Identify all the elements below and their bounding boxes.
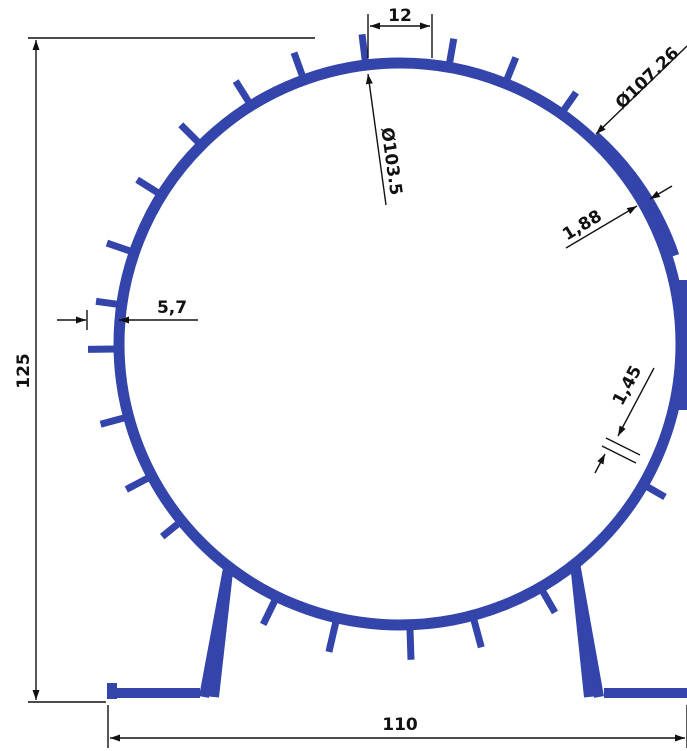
cooling-fin [178,122,201,145]
cooling-fin [135,176,161,196]
width-label: 110 [382,715,418,735]
cooling-fin [560,90,579,113]
cooling-fin [99,414,126,428]
dimension-outer-diameter: Ø107.26 [595,43,687,135]
cooling-fin [290,51,306,78]
dimension-width: 110 [107,705,687,748]
cooling-fin [358,33,369,62]
cooling-fin [645,483,667,501]
extrusion-profile [87,33,687,699]
cooling-fin [325,621,340,653]
top-flat-label: 12 [388,6,412,26]
cooling-fin [539,589,559,615]
dimension-top-flat: 12 [367,6,433,58]
wall-thickness-label: 1,88 [559,206,605,245]
cooling-fin [124,474,151,493]
cooling-fin [232,79,252,105]
cooling-fin [260,599,278,626]
right-foot [570,562,687,698]
inner-wall-label: 1,45 [609,362,646,408]
height-label: 125 [14,353,34,389]
dimension-inner-wall: 1,45 [594,362,655,474]
cooling-fin [406,629,415,660]
cooling-fin [470,619,485,649]
cooling-fin [503,56,520,82]
cooling-fins [87,33,667,660]
right-lug [678,280,687,410]
dimension-fin-length: 5,7 [57,298,198,330]
dimension-inner-diameter: Ø103.5 [365,73,406,206]
outer-wall-thickening [593,132,680,257]
left-foot [107,562,234,699]
cooling-fin [159,521,180,540]
outer-diameter-label: Ø107.26 [612,43,683,113]
cooling-fin [446,38,458,64]
fin-length-label: 5,7 [157,298,187,318]
cooling-fin [95,297,119,308]
cooling-fin [105,239,132,255]
dimension-height: 125 [14,37,315,703]
